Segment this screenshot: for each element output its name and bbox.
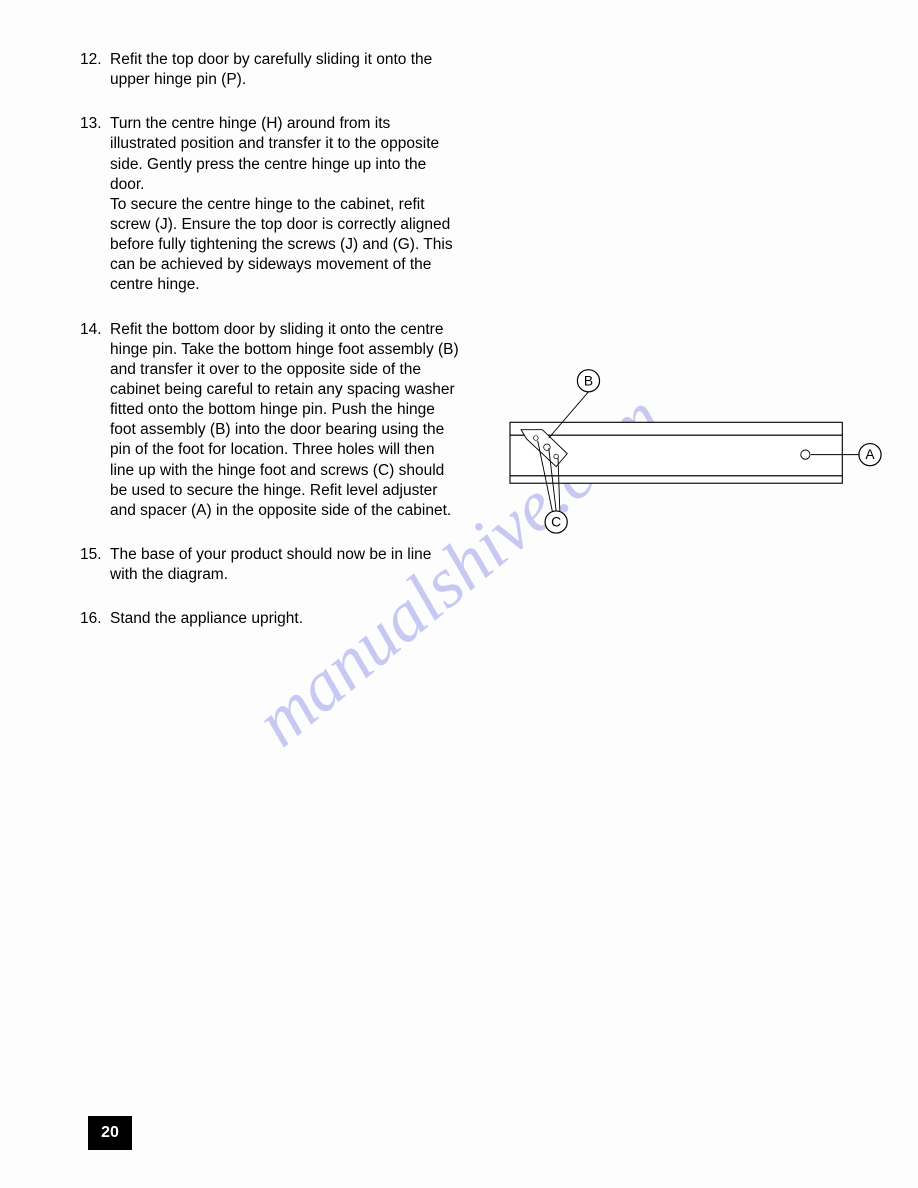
step-13: 13. Turn the centre hinge (H) around fro… xyxy=(80,114,460,295)
step-text: Refit the top door by carefully sliding … xyxy=(110,50,460,90)
step-number: 13. xyxy=(80,114,110,295)
manual-page: manualshive.com 12. Refit the top door b… xyxy=(0,0,918,1188)
step-number: 14. xyxy=(80,320,110,521)
step-text: The base of your product should now be i… xyxy=(110,545,460,585)
steps-list: 12. Refit the top door by carefully slid… xyxy=(80,50,460,629)
step-15: 15. The base of your product should now … xyxy=(80,545,460,585)
step-12: 12. Refit the top door by carefully slid… xyxy=(80,50,460,90)
step-text: Turn the centre hinge (H) around from it… xyxy=(110,114,460,295)
cabinet-bottom-rail xyxy=(510,476,842,483)
cabinet-top-rail xyxy=(510,422,842,435)
instructions-column: 12. Refit the top door by carefully slid… xyxy=(80,50,460,653)
step-number: 12. xyxy=(80,50,110,90)
step-text: Stand the appliance upright. xyxy=(110,609,460,629)
step-text: Refit the bottom door by sliding it onto… xyxy=(110,320,460,521)
callout-label-c: C xyxy=(551,514,561,530)
step-16: 16. Stand the appliance upright. xyxy=(80,609,460,629)
step-14: 14. Refit the bottom door by sliding it … xyxy=(80,320,460,521)
diagram-column: B C A xyxy=(480,50,848,653)
content-area: 12. Refit the top door by carefully slid… xyxy=(80,50,848,653)
step-number: 15. xyxy=(80,545,110,585)
step-number: 16. xyxy=(80,609,110,629)
page-number: 20 xyxy=(88,1116,132,1150)
callout-label-b: B xyxy=(584,372,593,388)
callout-label-a: A xyxy=(865,446,875,462)
cabinet-diagram: B C A xyxy=(480,330,900,570)
